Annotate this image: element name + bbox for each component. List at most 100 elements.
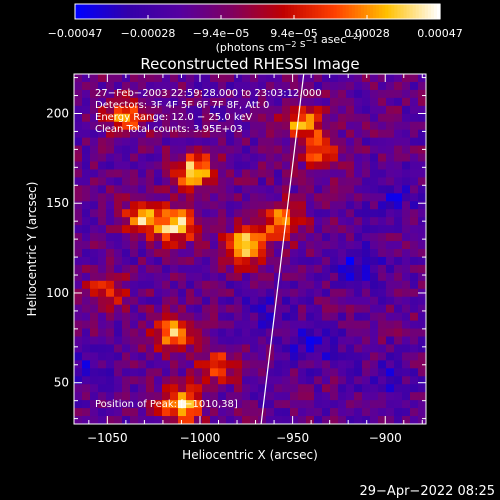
heatmap-cell (210, 344, 219, 353)
heatmap-cell (218, 392, 227, 401)
heatmap-cell (266, 304, 275, 314)
heatmap-cell (234, 185, 243, 194)
heatmap-cell (346, 336, 355, 345)
heatmap-cell (114, 256, 123, 266)
heatmap-cell (90, 376, 99, 385)
heatmap-cell (346, 376, 355, 385)
heatmap-cell (306, 193, 315, 202)
heatmap-cell (202, 169, 211, 178)
colorbar-segment (360, 4, 365, 19)
heatmap-cell (250, 89, 259, 99)
heatmap-cell (98, 400, 107, 409)
heatmap-cell (354, 416, 363, 424)
heatmap-cell (250, 249, 259, 258)
colorbar-segment (297, 4, 301, 19)
heatmap-cell (186, 97, 195, 107)
heatmap-cell (362, 161, 371, 170)
heatmap-cell (178, 121, 187, 131)
heatmap-cell (98, 105, 107, 115)
heatmap-cell (394, 272, 403, 282)
heatmap-cell (338, 288, 347, 298)
heatmap-cell (162, 225, 171, 234)
heatmap-cell (290, 249, 299, 258)
heatmap-cell (162, 161, 171, 170)
heatmap-cell (74, 280, 83, 290)
colorbar-segment (348, 4, 353, 19)
heatmap-cell (178, 209, 187, 218)
heatmap-cell (194, 89, 203, 99)
heatmap-cell (402, 320, 411, 330)
heatmap-cell (298, 153, 307, 162)
heatmap-cell (346, 81, 355, 91)
heatmap-cell (202, 209, 211, 218)
heatmap-cell (306, 272, 315, 282)
heatmap-cell (362, 121, 371, 131)
heatmap-cell (354, 97, 363, 107)
heatmap-cell (274, 81, 283, 91)
heatmap-cell (98, 392, 107, 401)
heatmap-cell (202, 400, 211, 409)
heatmap-cell (194, 121, 203, 131)
heatmap-cell (306, 352, 315, 361)
heatmap-cell (378, 137, 387, 147)
heatmap-cell (394, 376, 403, 385)
heatmap-cell (146, 264, 155, 274)
heatmap-cell (378, 97, 387, 107)
heatmap-cell (250, 304, 259, 314)
heatmap-cell (154, 392, 163, 401)
heatmap-cell (170, 264, 179, 274)
heatmap-cell (266, 392, 275, 401)
heatmap-cell (210, 392, 219, 401)
heatmap-cell (170, 352, 179, 361)
heatmap-cell (186, 344, 195, 353)
heatmap-cell (106, 336, 115, 345)
heatmap-cell (82, 74, 91, 83)
heatmap-cell (210, 249, 219, 258)
heatmap-cell (314, 225, 323, 234)
heatmap-cell (370, 408, 379, 417)
heatmap-cell (314, 304, 323, 314)
heatmap-cell (338, 113, 347, 123)
heatmap-cell (90, 201, 99, 210)
heatmap-cell (298, 416, 307, 424)
heatmap-cell (146, 105, 155, 115)
heatmap-cell (210, 121, 219, 131)
heatmap-cell (394, 280, 403, 290)
colorbar-segment (78, 4, 82, 19)
heatmap-cell (290, 256, 299, 266)
heatmap-cell (250, 416, 259, 424)
heatmap-cell (226, 105, 235, 115)
heatmap-cell (306, 81, 315, 91)
heatmap-cell (114, 97, 123, 107)
heatmap-cell (378, 336, 387, 345)
heatmap-cell (362, 360, 371, 369)
heatmap-cell (98, 193, 107, 202)
heatmap-cell (266, 288, 275, 298)
heatmap-cell (330, 241, 339, 250)
heatmap-cell (418, 312, 426, 322)
heatmap-cell (242, 121, 251, 131)
y-tick-label: 50 (54, 376, 69, 390)
heatmap-cell (410, 201, 419, 210)
heatmap-cell (106, 169, 115, 178)
heatmap-cell (202, 320, 211, 330)
heatmap-cell (370, 344, 379, 353)
heatmap-cell (258, 97, 267, 107)
heatmap-cell (202, 129, 211, 139)
heatmap-cell (298, 105, 307, 115)
heatmap-cell (330, 185, 339, 194)
heatmap-cell (130, 360, 139, 369)
heatmap-cell (306, 177, 315, 186)
heatmap-cell (162, 97, 171, 107)
colorbar-segment (351, 4, 356, 19)
heatmap-cell (274, 97, 283, 107)
heatmap-cell (306, 344, 315, 353)
heatmap-cell (394, 81, 403, 91)
colorbar-segment (354, 4, 359, 19)
heatmap-cell (138, 233, 147, 242)
heatmap-cell (194, 416, 203, 424)
heatmap-cell (106, 328, 115, 337)
heatmap-cell (354, 320, 363, 330)
heatmap-cell (210, 169, 219, 178)
heatmap-cell (114, 336, 123, 345)
